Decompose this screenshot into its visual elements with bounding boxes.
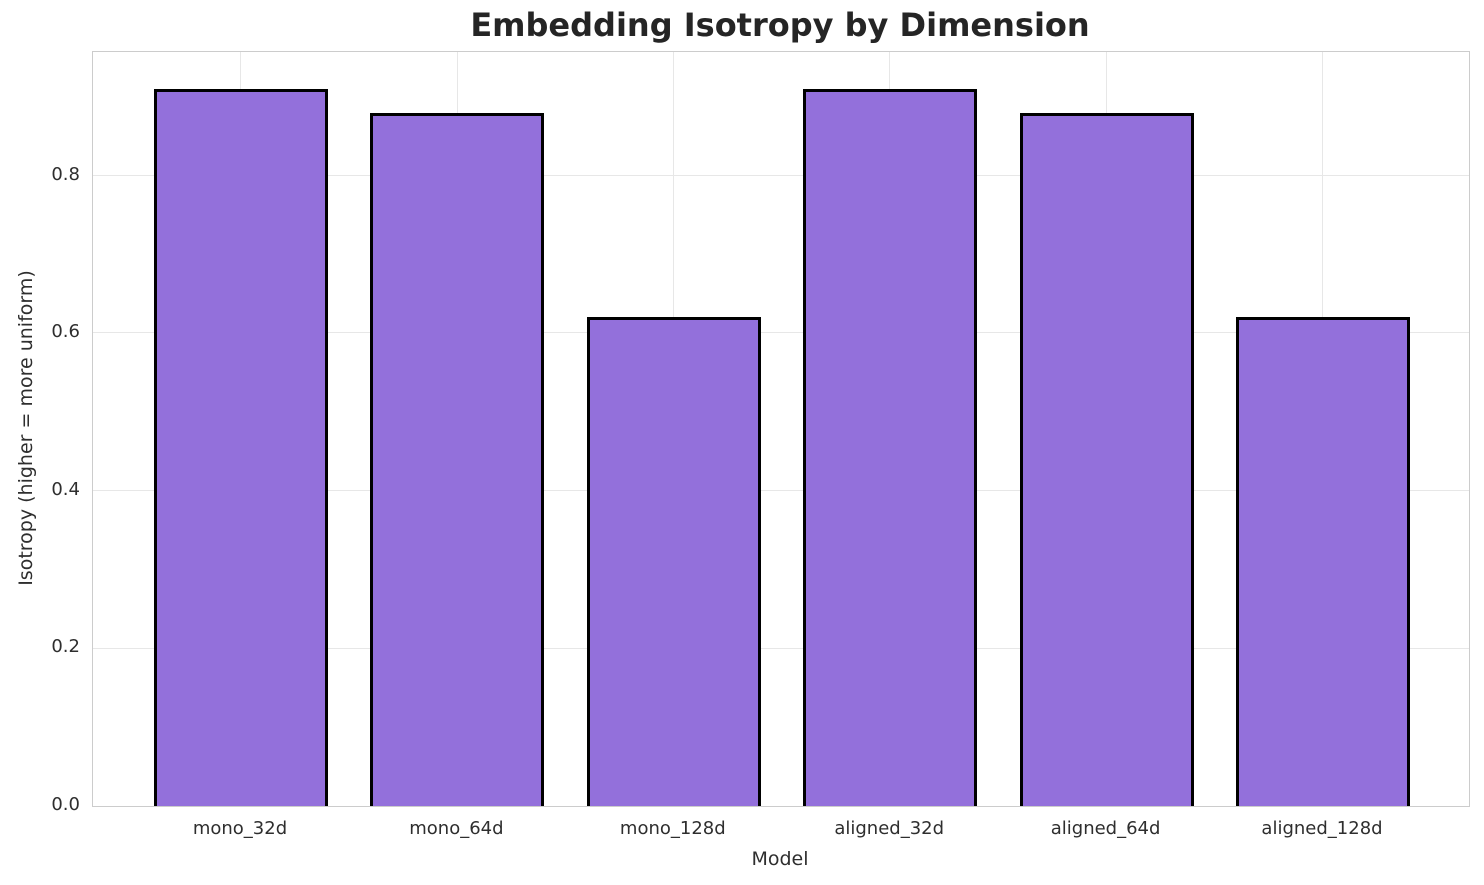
y-tick-label: 0.2	[51, 636, 80, 658]
y-tick-label: 0.0	[51, 794, 80, 815]
bar-aligned_32d	[803, 88, 978, 806]
bar-aligned_64d	[1019, 112, 1194, 806]
bar-aligned_128d	[1236, 317, 1410, 806]
bar-mono_64d	[370, 112, 545, 806]
gridline-horizontal	[93, 490, 1469, 492]
gridline-horizontal	[93, 174, 1469, 176]
y-tick-label: 0.4	[51, 478, 80, 500]
y-tick-label: 0.6	[51, 321, 80, 343]
gridline-horizontal	[93, 332, 1469, 334]
chart-title: Embedding Isotropy by Dimension	[470, 6, 1090, 44]
gridline-horizontal	[93, 647, 1469, 649]
x-axis-label: Model	[751, 848, 809, 870]
bar-mono_32d	[154, 88, 328, 806]
y-axis-label: Isotropy (higher = more uniform)	[15, 270, 37, 586]
x-tick-label-mono_128d: mono_128d	[619, 818, 726, 839]
x-tick-label-aligned_128d: aligned_128d	[1261, 818, 1383, 839]
plot-area	[92, 51, 1470, 807]
y-tick-label: 0.8	[51, 163, 80, 185]
x-tick-label-aligned_64d: aligned_64d	[1050, 818, 1161, 839]
x-tick-label-mono_64d: mono_64d	[409, 818, 504, 839]
x-tick-label-mono_32d: mono_32d	[192, 818, 288, 839]
x-tick-label-aligned_32d: aligned_32d	[834, 818, 945, 839]
bar-mono_128d	[586, 317, 761, 806]
